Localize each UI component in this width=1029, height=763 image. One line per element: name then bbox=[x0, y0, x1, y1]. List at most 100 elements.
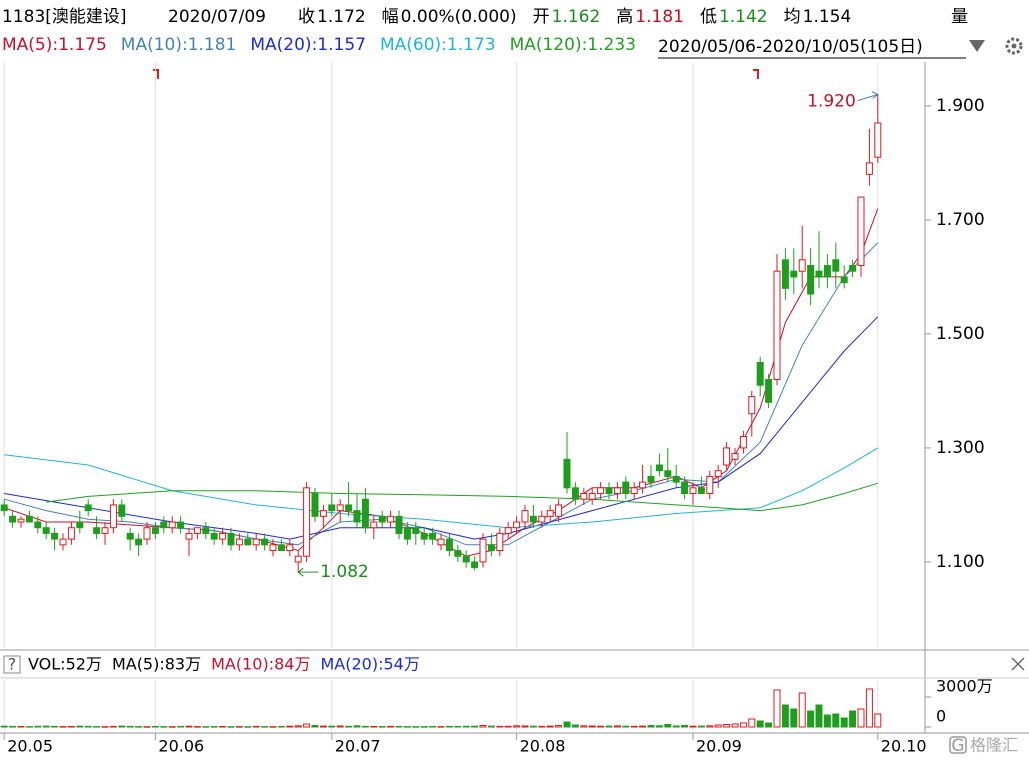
volume-bar bbox=[126, 725, 134, 728]
candle-body bbox=[429, 532, 437, 540]
close-icon[interactable] bbox=[1011, 657, 1025, 671]
candle-body bbox=[387, 515, 395, 523]
candle-body bbox=[664, 470, 672, 477]
candle-body bbox=[714, 470, 722, 477]
y-tick-label: 1.500 bbox=[936, 324, 985, 344]
volume-bar bbox=[622, 725, 630, 728]
volume-bar bbox=[177, 725, 185, 728]
volume-bar bbox=[252, 725, 260, 728]
volume-bar bbox=[143, 726, 151, 728]
volume-bar bbox=[731, 723, 739, 728]
volume-bar bbox=[437, 726, 445, 728]
candle-body bbox=[25, 515, 33, 523]
volume-bar bbox=[807, 710, 815, 728]
quote-value: 1.154 bbox=[803, 7, 852, 27]
quote-value: 1.162 bbox=[552, 7, 601, 27]
candle-body bbox=[849, 265, 857, 272]
volume-bar bbox=[513, 725, 521, 728]
range-label[interactable]: 2020/05/06-2020/10/05(105日) bbox=[658, 37, 923, 57]
volume-bar bbox=[613, 725, 621, 728]
volume-bar bbox=[67, 726, 75, 728]
volume-bar bbox=[185, 725, 193, 728]
ma-line bbox=[4, 242, 879, 546]
help-icon[interactable]: ? bbox=[8, 655, 17, 674]
candle-body bbox=[84, 504, 92, 512]
y-tick-label: 1.700 bbox=[936, 210, 985, 230]
candle-body bbox=[219, 532, 227, 540]
candle-body bbox=[630, 487, 638, 495]
volume-bar bbox=[748, 718, 756, 728]
quote-value: 1.142 bbox=[719, 7, 768, 27]
candle-body bbox=[647, 475, 655, 483]
candle-body bbox=[34, 521, 42, 529]
candle-body bbox=[546, 510, 554, 517]
candle-body bbox=[874, 122, 882, 158]
volume-bar bbox=[412, 726, 420, 728]
volume-bar bbox=[781, 704, 789, 728]
volume-bar bbox=[261, 726, 269, 728]
volume-bar bbox=[790, 708, 798, 728]
volume-bar bbox=[345, 725, 353, 728]
volume-bar bbox=[25, 726, 33, 728]
candle-body bbox=[370, 521, 378, 529]
candle-body bbox=[454, 550, 462, 557]
candle-body bbox=[840, 276, 848, 284]
volume-bar bbox=[219, 726, 227, 728]
watermark: 格隆汇 bbox=[970, 736, 1018, 755]
volume-bar bbox=[109, 726, 117, 728]
quote-date: 2020/07/09 bbox=[168, 7, 266, 27]
volume-bar bbox=[9, 725, 17, 728]
volume-bar bbox=[93, 726, 101, 728]
volume-bar bbox=[193, 726, 201, 728]
annotation-arrow bbox=[297, 567, 304, 577]
candle-body bbox=[815, 270, 823, 278]
candle-body bbox=[529, 515, 537, 523]
volume-bar bbox=[328, 725, 336, 728]
candle-body bbox=[210, 532, 218, 540]
settings-icon[interactable] bbox=[1005, 37, 1023, 55]
candle-body bbox=[168, 521, 176, 529]
candle-body bbox=[143, 527, 151, 540]
volume-bar bbox=[849, 710, 857, 728]
volume-bar bbox=[555, 725, 563, 728]
candle-body bbox=[504, 527, 512, 534]
candle-body bbox=[42, 527, 50, 534]
candle-body bbox=[790, 270, 798, 278]
volume-bar bbox=[378, 726, 386, 728]
volume-bar bbox=[874, 713, 882, 728]
volume-bar bbox=[496, 725, 504, 728]
candle-body bbox=[781, 259, 789, 289]
candle-body bbox=[252, 538, 260, 546]
volume-bar bbox=[361, 725, 369, 728]
volume-bar bbox=[462, 725, 470, 728]
x-tick-label: 20.05 bbox=[7, 737, 53, 756]
volume-bar bbox=[765, 722, 773, 728]
candle-body bbox=[261, 538, 269, 546]
quote-label: 幅 bbox=[382, 7, 399, 27]
volume-bar bbox=[597, 725, 605, 728]
volume-bar bbox=[563, 721, 571, 728]
watermark-logo: G bbox=[949, 736, 967, 756]
help-box[interactable] bbox=[3, 655, 21, 674]
info-marker[interactable] bbox=[153, 69, 159, 79]
candle-body bbox=[437, 538, 445, 546]
y-tick-label: 1.300 bbox=[936, 438, 985, 458]
volume-bar bbox=[487, 725, 495, 728]
volume-bar bbox=[689, 725, 697, 728]
candle-body bbox=[412, 527, 420, 534]
volume-bar bbox=[580, 725, 588, 728]
candle-body bbox=[823, 265, 831, 278]
candle-body bbox=[756, 361, 764, 386]
x-tick-label: 20.07 bbox=[335, 737, 381, 756]
volume-bar bbox=[521, 725, 529, 728]
volume-bar bbox=[773, 689, 781, 728]
dropdown-arrow[interactable] bbox=[969, 40, 985, 52]
info-marker[interactable] bbox=[753, 69, 759, 79]
candle-body bbox=[202, 527, 210, 534]
volume-bar bbox=[101, 726, 109, 728]
candle-body bbox=[244, 538, 252, 546]
candle-body bbox=[471, 561, 479, 569]
volume-bar bbox=[51, 725, 59, 728]
candle-body bbox=[622, 481, 630, 495]
candle-body bbox=[739, 436, 747, 449]
